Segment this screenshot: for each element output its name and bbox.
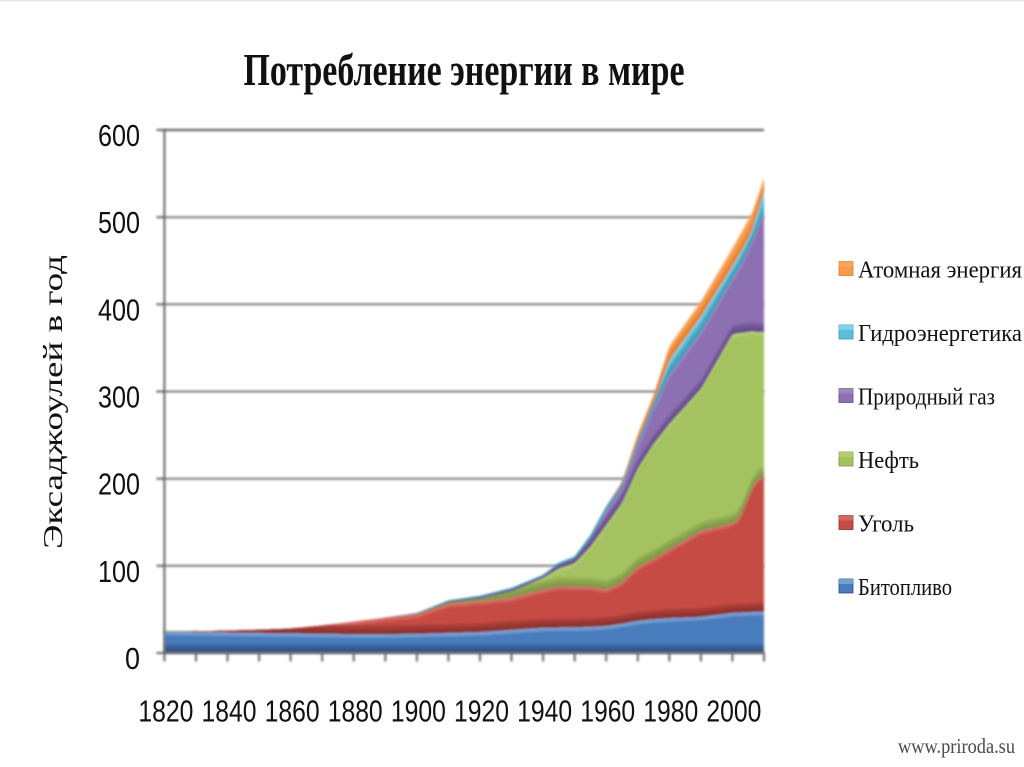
svg-text:Атомная энергия: Атомная энергия xyxy=(858,258,1022,284)
svg-text:Природный газ: Природный газ xyxy=(858,385,995,411)
svg-text:Потребление энергии в мире: Потребление энергии в мире xyxy=(244,45,685,95)
svg-text:1840: 1840 xyxy=(202,694,257,729)
svg-text:1880: 1880 xyxy=(328,694,383,729)
svg-text:600: 600 xyxy=(98,118,140,153)
svg-text:1940: 1940 xyxy=(517,694,572,729)
svg-text:1980: 1980 xyxy=(643,694,698,729)
svg-text:200: 200 xyxy=(98,467,140,502)
svg-text:1920: 1920 xyxy=(454,694,509,729)
svg-text:www.priroda.su: www.priroda.su xyxy=(898,734,1015,758)
svg-text:Нефть: Нефть xyxy=(858,448,919,474)
svg-text:500: 500 xyxy=(98,205,140,240)
svg-text:1820: 1820 xyxy=(138,694,193,729)
svg-text:Уголь: Уголь xyxy=(858,512,914,538)
svg-text:0: 0 xyxy=(125,641,140,676)
svg-text:100: 100 xyxy=(98,554,140,589)
svg-text:1960: 1960 xyxy=(580,694,635,729)
svg-text:Битопливо: Битопливо xyxy=(858,575,952,601)
svg-text:400: 400 xyxy=(98,292,140,327)
svg-text:300: 300 xyxy=(98,380,140,415)
svg-text:1860: 1860 xyxy=(265,694,320,729)
svg-text:Гидроэнергетика: Гидроэнергетика xyxy=(858,321,1022,347)
svg-text:Эксаджоулей в год: Эксаджоулей в год xyxy=(38,255,68,549)
svg-text:1900: 1900 xyxy=(391,694,446,729)
svg-text:2000: 2000 xyxy=(706,694,761,729)
